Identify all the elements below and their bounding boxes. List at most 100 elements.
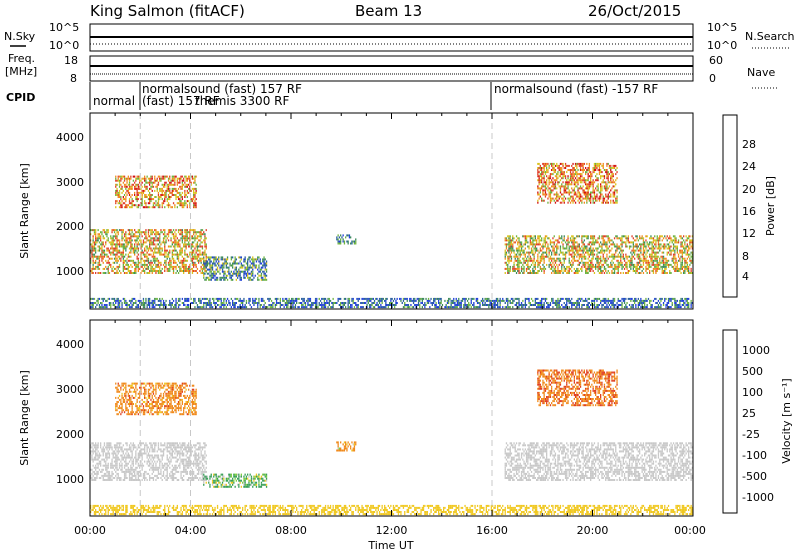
data-cell-power-4 bbox=[602, 235, 604, 238]
data-cell-power-5 bbox=[607, 181, 609, 184]
data-cell-power-6 bbox=[258, 297, 260, 300]
data-cell-power-4 bbox=[632, 265, 634, 268]
data-cell-power-4 bbox=[606, 272, 608, 274]
data-cell-power-2 bbox=[258, 266, 260, 269]
data-cell-power-4 bbox=[522, 235, 524, 238]
data-cell-power-4 bbox=[628, 265, 631, 268]
data-cell-power-4 bbox=[595, 257, 597, 260]
data-cell-power-6 bbox=[210, 304, 212, 306]
data-cell-power-4 bbox=[581, 267, 583, 270]
data-cell-power-6 bbox=[141, 304, 143, 306]
data-cell-power-4 bbox=[590, 253, 592, 256]
data-cell-power-0 bbox=[156, 259, 158, 262]
data-cell-power-5 bbox=[562, 164, 564, 167]
data-cell-power-1 bbox=[115, 194, 117, 196]
data-cell-power-0 bbox=[199, 235, 201, 238]
data-cell-power-5 bbox=[544, 173, 547, 176]
data-cell-power-0 bbox=[146, 259, 148, 262]
data-cell-power-4 bbox=[641, 265, 643, 268]
data-cell-power-1 bbox=[126, 185, 128, 188]
data-cell-power-6 bbox=[254, 299, 256, 302]
data-cell-power-2 bbox=[223, 266, 225, 269]
data-cell-power-1 bbox=[126, 181, 128, 184]
data-cell-power-5 bbox=[564, 162, 567, 165]
data-cell-power-5 bbox=[588, 162, 590, 165]
data-cell-power-4 bbox=[616, 235, 618, 238]
data-cell-power-6 bbox=[110, 306, 112, 309]
data-cell-power-4 bbox=[656, 270, 658, 272]
data-cell-power-0 bbox=[130, 235, 132, 238]
data-cell-power-5 bbox=[569, 197, 572, 200]
data-cell-power-6 bbox=[347, 306, 349, 309]
data-cell-power-0 bbox=[147, 249, 150, 252]
data-cell-power-4 bbox=[572, 263, 574, 266]
data-cell-power-0 bbox=[191, 261, 194, 264]
data-cell-power-0 bbox=[92, 253, 94, 256]
data-cell-power-0 bbox=[102, 243, 104, 246]
data-cell-power-4 bbox=[628, 270, 631, 272]
data-cell-power-0 bbox=[92, 257, 94, 260]
data-cell-power-4 bbox=[507, 249, 509, 252]
data-cell-power-4 bbox=[507, 239, 509, 242]
noise-left-tick-top: 10^5 bbox=[49, 21, 79, 34]
data-cell-power-0 bbox=[150, 233, 152, 236]
data-cell-power-6 bbox=[121, 304, 123, 306]
data-cell-power-5 bbox=[586, 185, 588, 188]
data-cell-power-2 bbox=[237, 272, 239, 275]
data-cell-power-4 bbox=[513, 249, 515, 252]
data-cell-power-0 bbox=[135, 239, 137, 242]
data-cell-power-5 bbox=[559, 185, 562, 188]
data-cell-power-1 bbox=[195, 175, 197, 178]
data-cell-power-4 bbox=[680, 241, 682, 244]
data-cell-power-0 bbox=[201, 253, 204, 256]
data-cell-power-1 bbox=[146, 185, 148, 188]
data-cell-power-4 bbox=[660, 243, 662, 246]
data-cell-power-2 bbox=[238, 256, 240, 259]
data-cell-power-1 bbox=[189, 175, 191, 178]
data-cell-power-4 bbox=[634, 249, 636, 252]
data-cell-power-6 bbox=[255, 302, 258, 304]
data-cell-power-5 bbox=[605, 185, 607, 188]
data-cell-power-2 bbox=[248, 268, 250, 271]
data-cell-power-4 bbox=[524, 261, 526, 264]
data-cell-power-5 bbox=[559, 187, 562, 190]
data-cell-power-0 bbox=[165, 265, 167, 268]
data-cell-power-4 bbox=[552, 265, 554, 268]
data-cell-power-4 bbox=[626, 263, 628, 266]
data-cell-power-0 bbox=[126, 245, 128, 248]
data-cell-power-0 bbox=[111, 251, 113, 254]
data-cell-power-1 bbox=[170, 196, 172, 198]
data-cell-power-5 bbox=[576, 195, 578, 198]
data-cell-power-4 bbox=[581, 239, 583, 242]
data-cell-power-1 bbox=[141, 185, 143, 188]
data-cell-power-0 bbox=[169, 261, 171, 264]
data-cell-power-0 bbox=[200, 257, 202, 260]
data-cell-power-6 bbox=[93, 302, 96, 304]
data-cell-power-4 bbox=[655, 259, 657, 262]
data-cell-power-1 bbox=[169, 196, 171, 198]
data-cell-power-4 bbox=[591, 251, 593, 254]
data-cell-power-4 bbox=[538, 235, 540, 238]
data-cell-power-5 bbox=[538, 181, 540, 184]
data-cell-power-1 bbox=[140, 187, 142, 190]
data-cell-power-0 bbox=[90, 239, 92, 242]
data-cell-power-1 bbox=[193, 181, 195, 184]
data-cell-power-0 bbox=[151, 241, 153, 244]
data-cell-power-5 bbox=[577, 162, 579, 165]
data-cell-power-4 bbox=[513, 261, 515, 264]
data-cell-power-1 bbox=[167, 198, 170, 201]
data-cell-power-2 bbox=[233, 260, 235, 263]
data-cell-power-0 bbox=[130, 272, 132, 274]
data-cell-power-5 bbox=[613, 195, 616, 198]
data-cell-power-6 bbox=[322, 297, 324, 300]
data-cell-power-0 bbox=[171, 251, 173, 254]
data-cell-power-4 bbox=[583, 249, 585, 252]
data-cell-power-0 bbox=[131, 235, 133, 238]
data-cell-power-5 bbox=[578, 177, 580, 180]
data-cell-power-4 bbox=[681, 237, 683, 240]
data-cell-power-4 bbox=[518, 261, 520, 264]
data-cell-power-4 bbox=[514, 241, 516, 244]
data-cell-power-0 bbox=[180, 253, 182, 256]
data-cell-power-0 bbox=[184, 231, 186, 234]
data-cell-power-4 bbox=[677, 267, 680, 270]
